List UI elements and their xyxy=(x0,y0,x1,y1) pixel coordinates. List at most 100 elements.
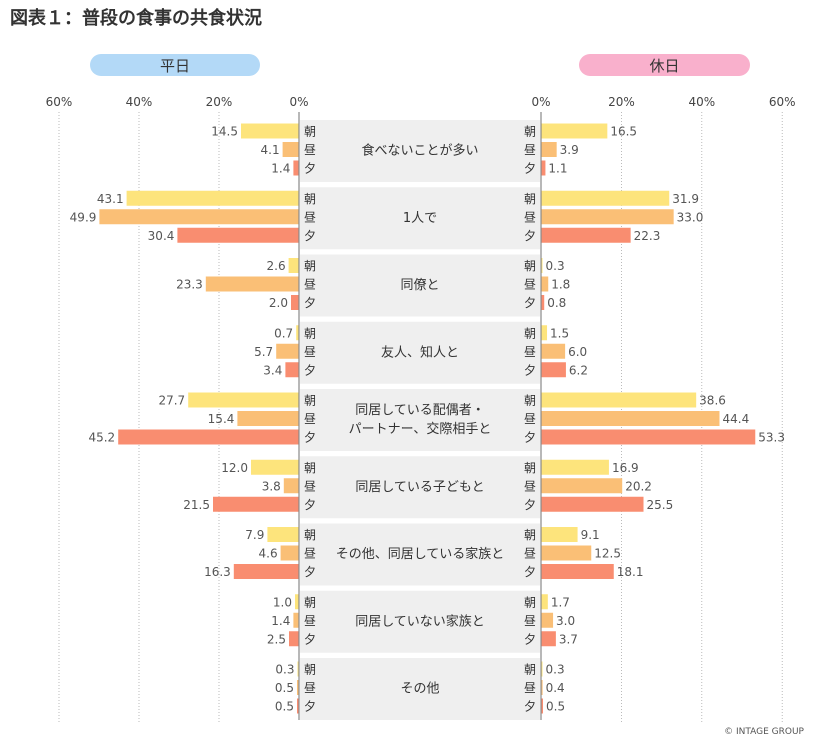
meal-label: 朝 xyxy=(524,663,536,677)
holiday-value-label: 0.4 xyxy=(546,681,565,695)
meal-label: 朝 xyxy=(524,125,536,139)
meal-label: 昼 xyxy=(304,614,316,628)
meal-label: 朝 xyxy=(524,192,536,206)
panel-header-pill xyxy=(90,54,260,76)
weekday-bar xyxy=(237,411,299,426)
weekday-value-label: 30.4 xyxy=(148,229,175,243)
holiday-bar xyxy=(541,680,543,695)
weekday-value-label: 2.5 xyxy=(267,632,286,646)
holiday-bar xyxy=(541,411,720,426)
meal-label: 夕 xyxy=(524,229,536,243)
weekday-bar xyxy=(293,612,299,628)
meal-label: 夕 xyxy=(304,229,316,243)
holiday-value-label: 3.0 xyxy=(556,614,575,628)
weekday-bar xyxy=(99,209,300,225)
weekday-value-label: 4.1 xyxy=(261,143,280,157)
meal-label: 朝 xyxy=(524,461,536,475)
holiday-bar xyxy=(541,258,543,273)
meal-label: 夕 xyxy=(524,296,536,310)
meal-label: 昼 xyxy=(524,143,536,157)
meal-label: 朝 xyxy=(304,326,316,340)
weekday-bar xyxy=(295,594,299,610)
meal-label: 夕 xyxy=(304,363,316,377)
copyright-credit: © INTAGE GROUP xyxy=(724,727,804,737)
meal-label: 昼 xyxy=(304,479,316,493)
meal-label: 夕 xyxy=(304,296,316,310)
panel-header-label: 休日 xyxy=(649,57,679,75)
category-band xyxy=(300,456,540,519)
meal-label: 夕 xyxy=(524,498,536,512)
holiday-bar xyxy=(541,631,556,647)
holiday-bar xyxy=(541,123,608,139)
category-band xyxy=(300,658,540,720)
weekday-value-label: 2.0 xyxy=(269,296,288,310)
category-label: 同居していない家族と xyxy=(355,613,485,629)
meal-label: 夕 xyxy=(304,162,316,176)
meal-label: 朝 xyxy=(524,528,536,542)
weekday-bar xyxy=(126,190,299,206)
meal-label: 昼 xyxy=(304,143,316,157)
holiday-value-label: 31.9 xyxy=(672,192,699,206)
weekday-value-label: 1.4 xyxy=(271,162,290,176)
weekday-bar xyxy=(296,325,299,341)
weekday-value-label: 1.0 xyxy=(273,595,292,609)
meal-label: 夕 xyxy=(524,431,536,445)
holiday-value-label: 0.3 xyxy=(546,259,565,273)
holiday-value-label: 33.0 xyxy=(677,210,704,224)
holiday-bar xyxy=(541,209,674,225)
weekday-value-label: 0.7 xyxy=(274,326,293,340)
category-label: 同居している配偶者・ xyxy=(355,403,485,418)
panel-header-label: 平日 xyxy=(160,57,190,75)
weekday-value-label: 45.2 xyxy=(88,431,115,445)
meal-label: 朝 xyxy=(304,394,316,408)
holiday-value-label: 1.5 xyxy=(550,326,569,340)
axis-tick-label: 0% xyxy=(289,95,308,109)
weekday-value-label: 4.6 xyxy=(259,547,278,561)
weekday-bar xyxy=(267,527,299,542)
weekday-value-label: 43.1 xyxy=(97,192,124,206)
meal-label: 昼 xyxy=(304,681,316,695)
holiday-bar xyxy=(541,594,548,610)
meal-label: 朝 xyxy=(304,259,316,273)
holiday-value-label: 1.8 xyxy=(551,278,570,292)
category-label: パートナー、交際相手と xyxy=(349,421,492,437)
meal-label: 昼 xyxy=(304,278,316,292)
weekday-value-label: 3.4 xyxy=(263,363,282,377)
holiday-value-label: 6.2 xyxy=(569,363,588,377)
category-label: 食べないことが多い xyxy=(361,143,478,159)
holiday-value-label: 1.1 xyxy=(548,162,567,176)
axis-tick-label: 20% xyxy=(608,95,635,109)
weekday-value-label: 49.9 xyxy=(70,210,97,224)
holiday-value-label: 0.5 xyxy=(546,700,565,714)
weekday-value-label: 15.4 xyxy=(208,412,235,426)
holiday-value-label: 38.6 xyxy=(699,394,726,408)
weekday-bar xyxy=(205,276,299,292)
holiday-bar xyxy=(541,392,697,408)
weekday-bar xyxy=(289,631,299,647)
category-label: 同居している子どもと xyxy=(355,480,484,495)
meal-label: 朝 xyxy=(304,663,316,677)
holiday-bar xyxy=(541,478,623,494)
holiday-value-label: 44.4 xyxy=(722,412,749,426)
weekday-bar xyxy=(285,362,299,378)
meal-label: 朝 xyxy=(304,528,316,542)
meal-label: 昼 xyxy=(524,614,536,628)
category-label: 同僚と xyxy=(400,278,439,293)
category-band xyxy=(300,187,540,250)
holiday-bar xyxy=(541,564,614,579)
meal-label: 昼 xyxy=(304,547,316,561)
holiday-value-label: 12.5 xyxy=(594,547,621,561)
axis-tick-label: 60% xyxy=(769,95,796,109)
weekday-bar xyxy=(213,496,299,512)
weekday-value-label: 0.5 xyxy=(275,681,294,695)
holiday-bar xyxy=(541,343,566,359)
weekday-bar xyxy=(118,429,299,445)
meal-label: 朝 xyxy=(304,461,316,475)
holiday-value-label: 3.7 xyxy=(559,632,578,646)
meal-label: 朝 xyxy=(524,259,536,273)
meal-label: 夕 xyxy=(304,632,316,646)
holiday-value-label: 1.7 xyxy=(551,595,570,609)
meal-label: 朝 xyxy=(524,394,536,408)
meal-label: 夕 xyxy=(524,632,536,646)
